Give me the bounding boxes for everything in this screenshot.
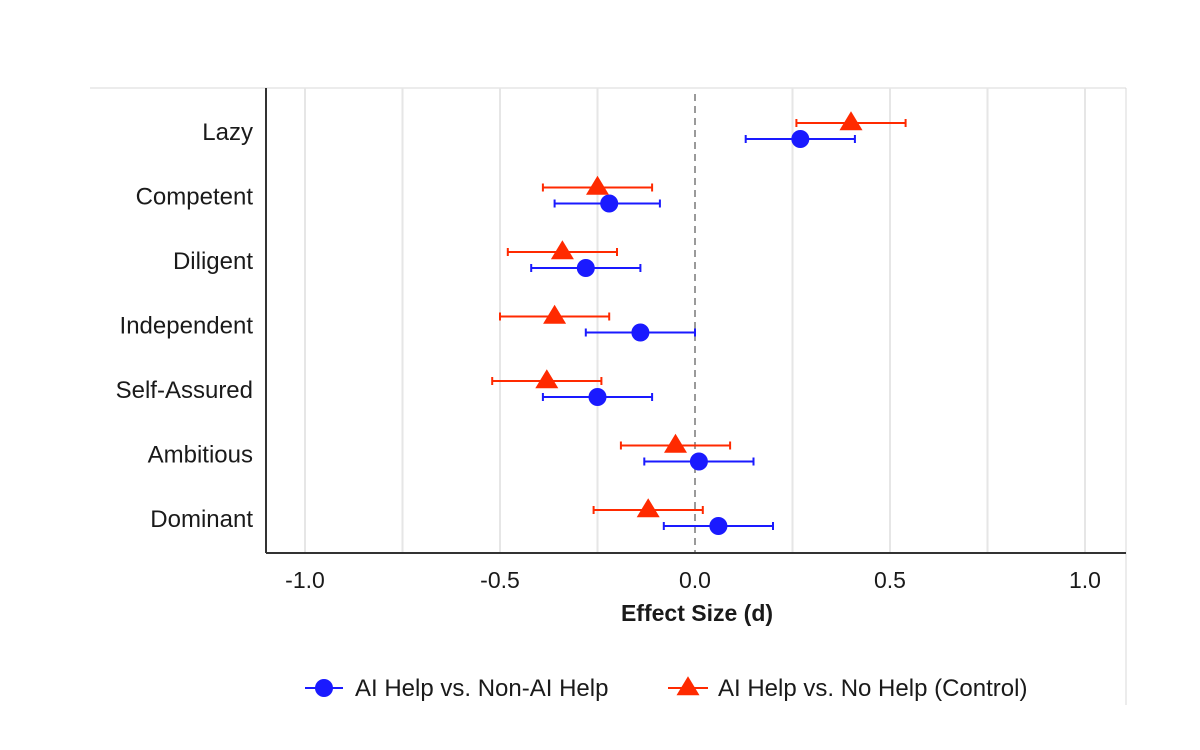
data-point-triangle — [839, 111, 863, 131]
data-point-triangle — [664, 433, 687, 453]
axes — [265, 88, 1126, 554]
data-point-triangle — [535, 369, 559, 389]
data-point-circle — [588, 388, 607, 406]
data-point-circle — [631, 323, 650, 342]
legend: AI Help vs. Non-AI Help AI Help vs. No He… — [305, 675, 1027, 702]
data-point-circle — [600, 194, 619, 213]
legend-triangle-icon — [676, 676, 700, 696]
category-label: Competent — [136, 184, 254, 211]
data-series — [491, 111, 907, 535]
x-tick-labels: -1.0 -0.5 0.0 0.5 1.0 — [285, 567, 1101, 593]
category-labels: Lazy Competent Diligent Independent Self-Ass… — [116, 119, 254, 533]
category-label: Diligent — [173, 248, 253, 275]
x-axis-title: Effect Size (d) — [621, 600, 773, 626]
data-point-triangle — [636, 498, 660, 518]
legend-circle-icon — [315, 679, 333, 697]
category-label: Dominant — [150, 506, 253, 533]
data-point-triangle — [550, 240, 574, 260]
legend-label-series-1: AI Help vs. Non-AI Help — [355, 675, 608, 702]
category-label: Independent — [120, 313, 254, 340]
category-label: Self-Assured — [116, 377, 253, 404]
series-ai-vs-no-help — [491, 111, 907, 518]
data-point-triangle — [586, 175, 609, 195]
x-tick-label: 0.5 — [874, 567, 906, 593]
data-point-circle — [576, 259, 595, 277]
x-tick-label: 0.0 — [679, 567, 711, 593]
data-point-circle — [791, 130, 810, 148]
data-point-circle — [689, 452, 708, 471]
x-tick-label: -0.5 — [480, 567, 520, 593]
data-point-circle — [709, 517, 728, 535]
x-tick-label: -1.0 — [285, 567, 325, 593]
plot-frame — [90, 87, 1127, 705]
legend-label-series-2: AI Help vs. No Help (Control) — [718, 675, 1027, 702]
data-point-triangle — [543, 304, 567, 324]
category-label: Ambitious — [148, 442, 253, 469]
x-tick-label: 1.0 — [1069, 567, 1101, 593]
category-label: Lazy — [202, 119, 253, 146]
series-ai-vs-non-ai-help — [530, 130, 856, 535]
